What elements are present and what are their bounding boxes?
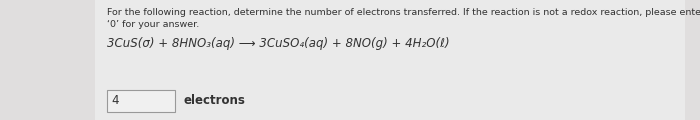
FancyBboxPatch shape [95,0,685,120]
Text: 4: 4 [111,95,118,108]
FancyBboxPatch shape [107,90,175,112]
Text: For the following reaction, determine the number of electrons transferred. If th: For the following reaction, determine th… [107,8,700,17]
Text: electrons: electrons [183,95,245,108]
Text: 3CuS(σ) + 8HNO₃(aq) ⟶ 3CuSO₄(aq) + 8NO(g) + 4H₂O(ℓ): 3CuS(σ) + 8HNO₃(aq) ⟶ 3CuSO₄(aq) + 8NO(g… [107,37,449,50]
Text: ‘0’ for your answer.: ‘0’ for your answer. [107,20,200,29]
